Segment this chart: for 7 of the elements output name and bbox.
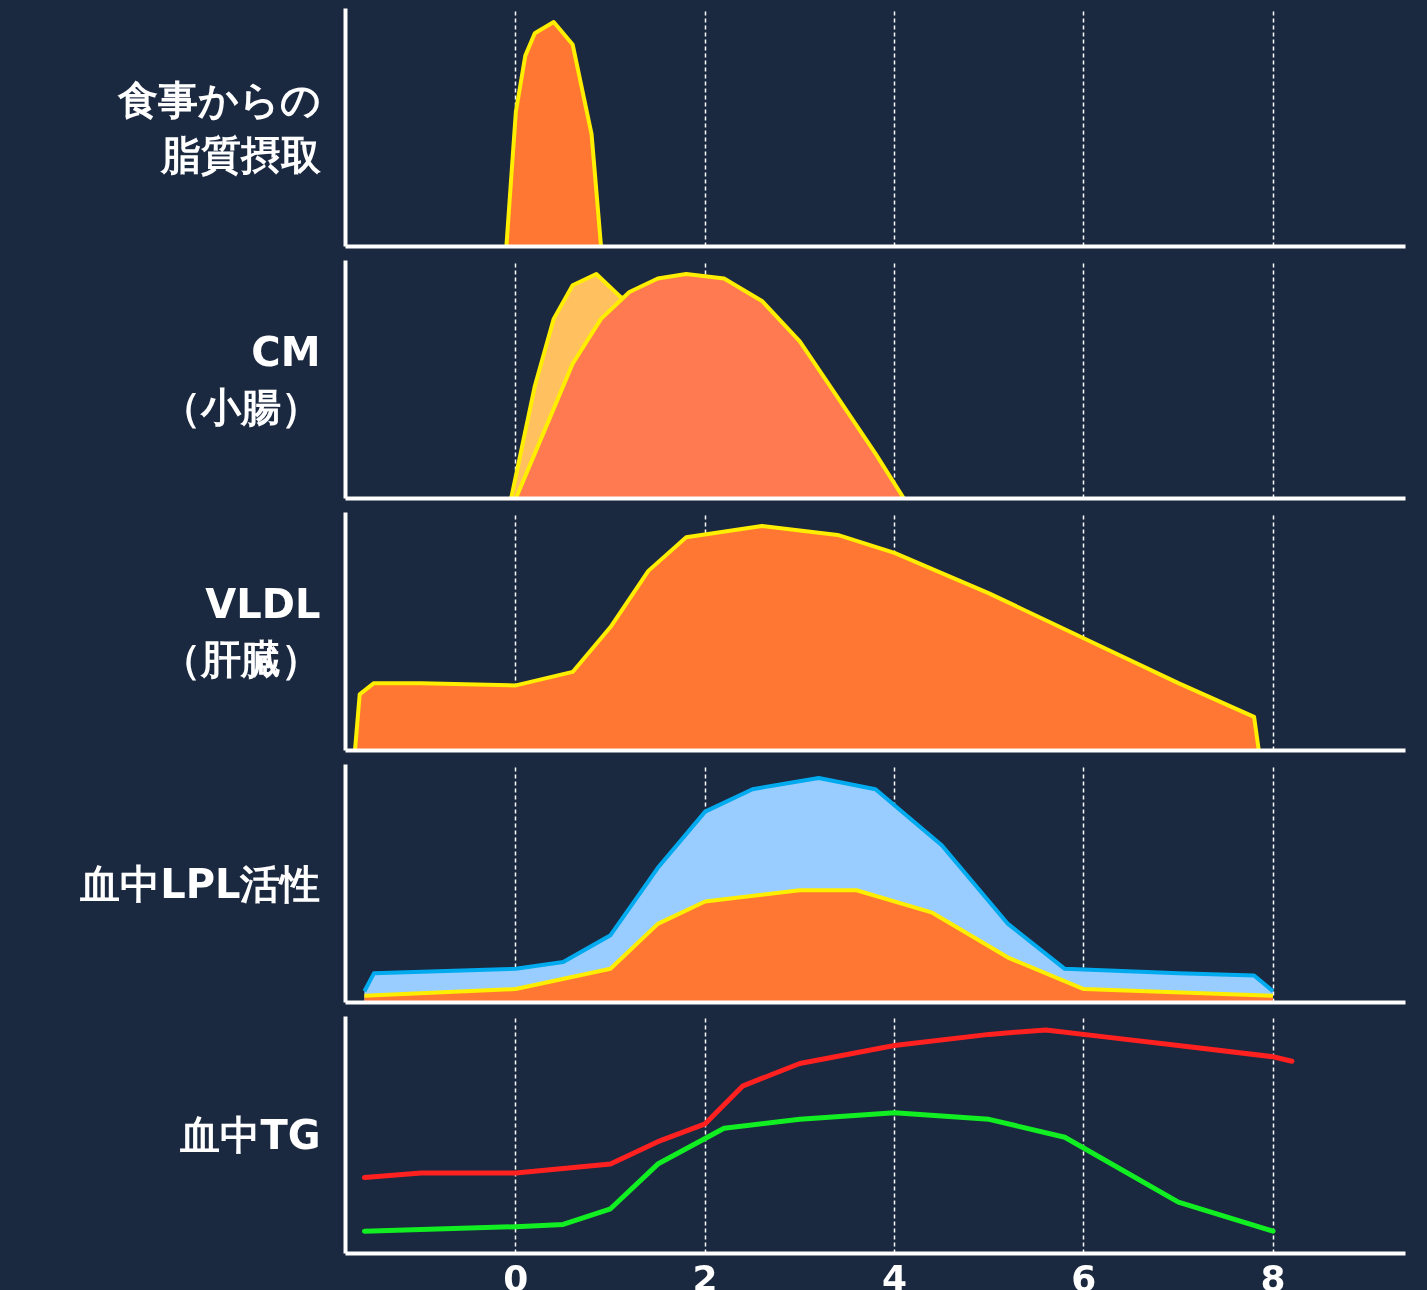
y-axis-title: 血中TG	[179, 1112, 321, 1158]
x-tick-label: 4	[881, 1257, 907, 1290]
y-axis-title: 食事からの脂質摂取	[116, 76, 321, 179]
y-axis-title: 血中LPL活性	[79, 860, 321, 907]
y-axis-title: CM （小腸）	[160, 328, 321, 431]
y-axis-title: VLDL （肝臓）	[160, 580, 321, 683]
x-tick-label: 2	[692, 1257, 718, 1290]
